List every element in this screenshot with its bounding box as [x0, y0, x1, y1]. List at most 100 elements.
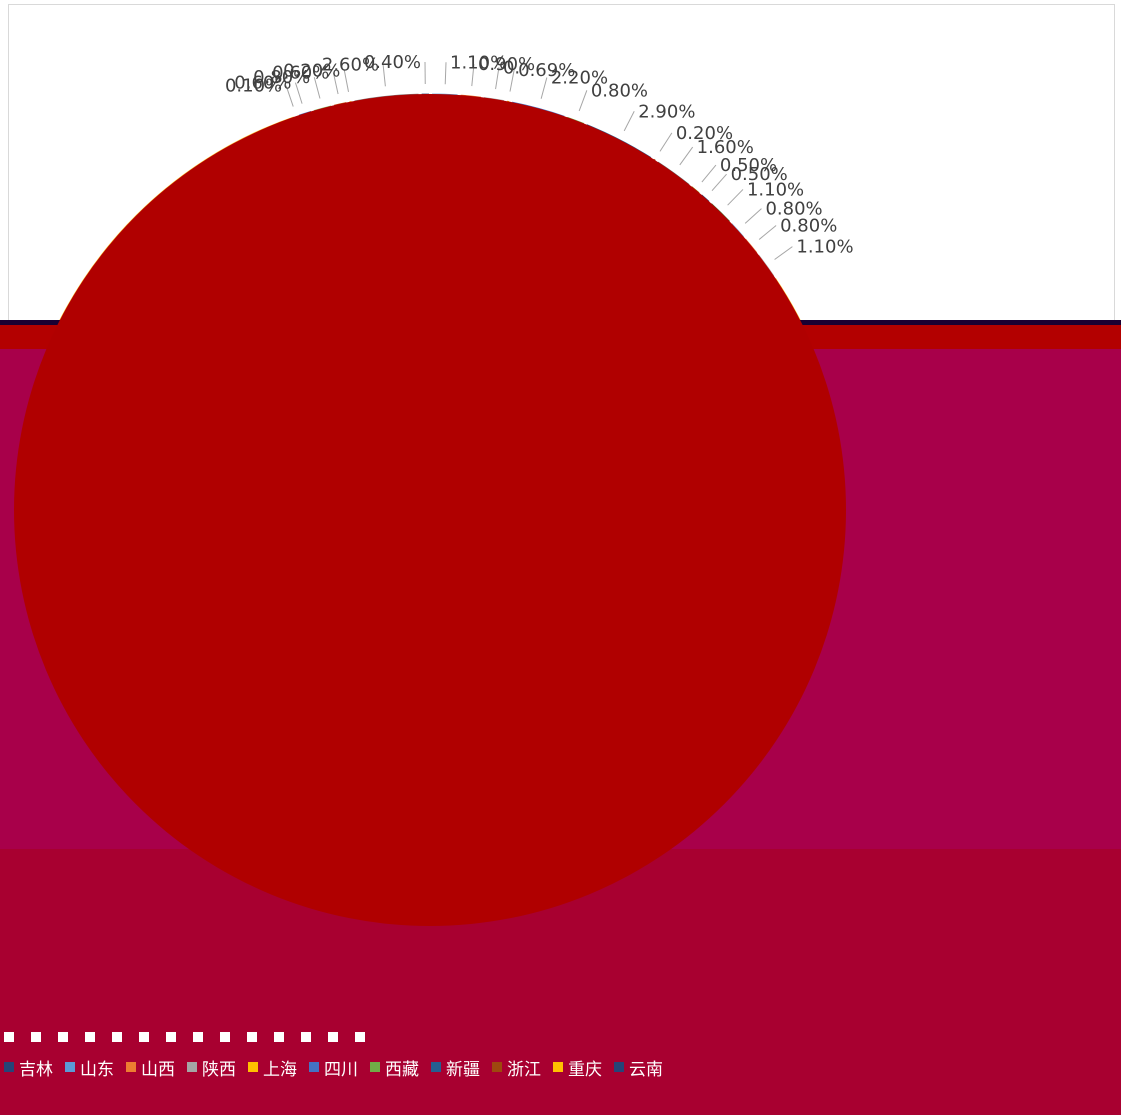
- legend-swatch: [355, 1032, 365, 1042]
- data-label: 0.80%: [591, 80, 648, 101]
- leader-line: [578, 90, 588, 112]
- legend-swatch: [139, 1032, 149, 1042]
- leader-line: [727, 189, 744, 206]
- leader-line: [444, 62, 447, 85]
- legend-swatch: [126, 1062, 136, 1072]
- legend-item: 浙江: [492, 1055, 541, 1080]
- legend-swatch: [85, 1032, 95, 1042]
- legend-swatch: [166, 1032, 176, 1042]
- legend-row-1: [4, 1022, 1114, 1052]
- legend-item: [220, 1032, 235, 1042]
- legend-label: 四川: [324, 1059, 358, 1080]
- leader-line: [471, 64, 475, 87]
- legend-item: [301, 1032, 316, 1042]
- legend-swatch: [31, 1032, 41, 1042]
- data-label: 0.20%: [283, 60, 340, 81]
- legend-item: 云南: [614, 1055, 663, 1080]
- legend-label: 云南: [629, 1059, 663, 1080]
- legend-item: [112, 1032, 127, 1042]
- data-label: 2.20%: [551, 68, 608, 89]
- data-label: 0.90%: [478, 54, 535, 75]
- legend-item: [274, 1032, 289, 1042]
- legend-item: 西藏: [370, 1055, 419, 1080]
- leader-line: [623, 111, 635, 132]
- leader-line: [332, 72, 339, 95]
- leader-line: [711, 173, 727, 192]
- legend-label: 西藏: [385, 1059, 419, 1080]
- leader-line: [774, 246, 793, 260]
- legend-swatch: [247, 1032, 257, 1042]
- legend-swatch: [370, 1062, 380, 1072]
- chart-legend: 吉林 山东 山西 陕西 上海 四川 西藏 新疆 浙江 重庆 云南: [4, 1022, 1114, 1082]
- leader-line: [659, 132, 673, 152]
- legend-item: 吉林: [4, 1055, 53, 1080]
- legend-swatch: [274, 1032, 284, 1042]
- legend-swatch: [65, 1062, 75, 1072]
- legend-swatch: [553, 1062, 563, 1072]
- data-label: 1.10%: [450, 52, 507, 73]
- leader-line: [744, 208, 762, 224]
- data-label: 2.60%: [322, 54, 379, 75]
- data-label: 0.: [503, 57, 520, 78]
- legend-swatch: [492, 1062, 502, 1072]
- leader-line: [382, 64, 386, 87]
- data-label: 0.60%: [272, 63, 329, 84]
- leader-line: [679, 146, 694, 166]
- legend-swatch: [431, 1062, 441, 1072]
- legend-item: [328, 1032, 343, 1042]
- data-label: 1.10%: [796, 237, 853, 258]
- legend-item: 四川: [309, 1055, 358, 1080]
- legend-item: [31, 1032, 46, 1042]
- leader-line: [509, 69, 515, 92]
- legend-swatch: [112, 1032, 122, 1042]
- legend-item: [85, 1032, 100, 1042]
- leader-line: [701, 164, 717, 183]
- legend-item: 新疆: [431, 1055, 480, 1080]
- legend-item: [166, 1032, 181, 1042]
- legend-label: 重庆: [568, 1059, 602, 1080]
- occlusion-top-band: [0, 325, 1121, 349]
- legend-item: [247, 1032, 262, 1042]
- legend-item: [355, 1032, 370, 1042]
- legend-swatch: [187, 1062, 197, 1072]
- legend-swatch: [248, 1062, 258, 1072]
- legend-swatch: [220, 1032, 230, 1042]
- legend-item: [193, 1032, 208, 1042]
- data-label: 0.80%: [780, 216, 837, 237]
- legend-item: 重庆: [553, 1055, 602, 1080]
- legend-swatch: [58, 1032, 68, 1042]
- legend-swatch: [309, 1062, 319, 1072]
- legend-label: 山东: [80, 1059, 114, 1080]
- data-label: 0.69%: [518, 60, 575, 81]
- legend-item: 山西: [126, 1055, 175, 1080]
- legend-item: [4, 1032, 19, 1042]
- data-label: 2.90%: [638, 101, 695, 122]
- legend-item: 上海: [248, 1055, 297, 1080]
- legend-label: 上海: [263, 1059, 297, 1080]
- legend-label: 陕西: [202, 1059, 236, 1080]
- legend-swatch: [301, 1032, 311, 1042]
- leader-line: [343, 70, 350, 92]
- legend-label: 吉林: [19, 1059, 53, 1080]
- legend-swatch: [4, 1032, 14, 1042]
- data-label: 0.60%: [234, 73, 291, 94]
- legend-swatch: [4, 1062, 14, 1072]
- legend-label: 山西: [141, 1059, 175, 1080]
- data-label: 1.10%: [747, 179, 804, 200]
- leader-line: [495, 67, 500, 90]
- legend-item: 陕西: [187, 1055, 236, 1080]
- legend-item: [139, 1032, 154, 1042]
- legend-item: [58, 1032, 73, 1042]
- legend-label: 新疆: [446, 1059, 480, 1080]
- data-label: 0.10%: [225, 76, 282, 97]
- leader-line: [758, 225, 777, 240]
- legend-label: 浙江: [507, 1059, 541, 1080]
- legend-swatch: [328, 1032, 338, 1042]
- legend-row-2: 吉林 山东 山西 陕西 上海 四川 西藏 新疆 浙江 重庆 云南: [4, 1052, 1114, 1082]
- data-label: 0.40%: [364, 52, 421, 73]
- legend-item: 山东: [65, 1055, 114, 1080]
- occlusion-body: [0, 349, 1121, 849]
- data-label: 0.80%: [253, 67, 310, 88]
- legend-swatch: [614, 1062, 624, 1072]
- legend-swatch: [193, 1032, 203, 1042]
